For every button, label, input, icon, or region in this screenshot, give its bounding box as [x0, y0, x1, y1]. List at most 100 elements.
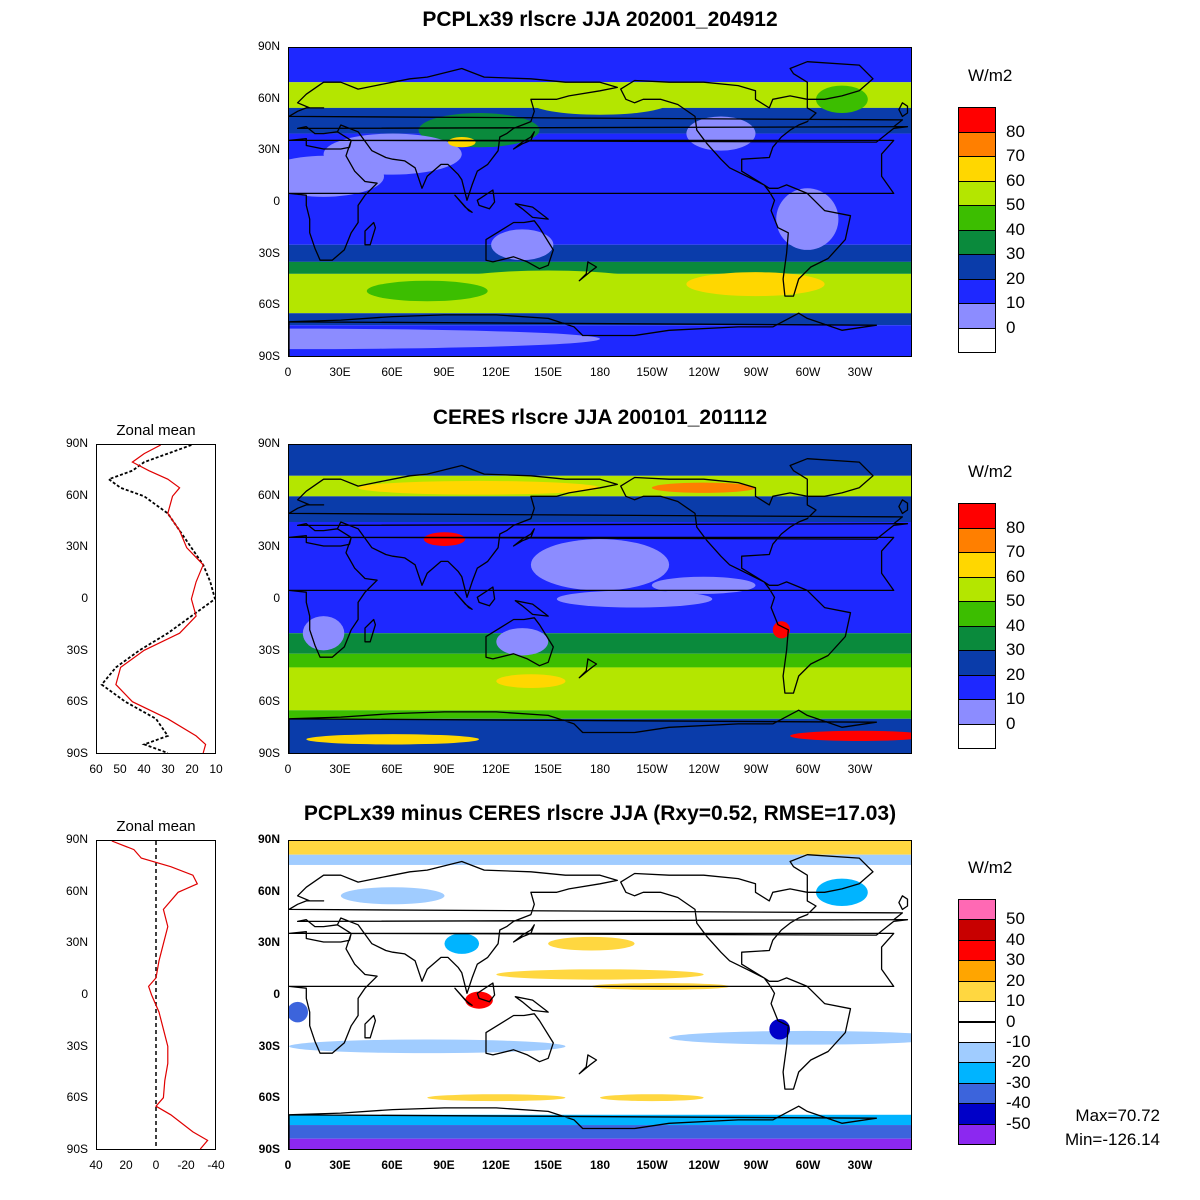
zonal-lat-tick-label: 60S [66, 1090, 88, 1105]
lon-tick-label: 150W [636, 365, 668, 379]
lat-tick-label: 90S [258, 746, 280, 760]
zonal-lat-tick-label: 30N [65, 539, 88, 554]
colorbar-swatch [958, 576, 996, 602]
lon-tick-label: 150W [636, 762, 668, 776]
colorbar-label: 10 [1006, 991, 1025, 1011]
zonal-x-tick-label: 40 [137, 762, 151, 776]
panel2-field [289, 445, 911, 753]
panel2-unit: W/m2 [968, 462, 1013, 481]
lon-tick-label: 60W [795, 762, 821, 776]
panel2-title: CERES rlscre JJA 200101_201112 [432, 406, 768, 429]
colorbar-label: -50 [1006, 1113, 1031, 1133]
zonal-x-tick-label: -40 [207, 1158, 225, 1172]
colorbar-label: 40 [1006, 929, 1025, 949]
colorbar-label: 0 [1006, 317, 1016, 337]
colorbar-swatch [958, 1082, 996, 1105]
colorbar-swatch [958, 723, 996, 749]
lon-tick-label: 120W [688, 1158, 720, 1172]
colorbar-swatch [958, 205, 996, 231]
lon-tick-label: 90W [743, 762, 769, 776]
zonal-lat-tick-label: 60S [66, 694, 88, 709]
colorbar-label: 60 [1006, 566, 1025, 586]
lat-tick-label: 30N [257, 935, 280, 950]
lon-tick-label: 90W [743, 365, 769, 379]
lat-tick-label: 0 [273, 987, 280, 1001]
lat-tick-label: 60S [258, 1090, 280, 1105]
colorbar-swatch [958, 278, 996, 304]
colorbar-label: 10 [1006, 689, 1025, 708]
zonal-lat-tick-label: 30N [65, 935, 88, 950]
colorbar-label: 10 [1006, 293, 1025, 312]
panel3-map [288, 840, 912, 1150]
colorbar-swatch [958, 1001, 996, 1023]
lat-tick-label: 60S [258, 694, 280, 709]
lon-tick-label: 60E [381, 365, 403, 379]
lon-tick-label: 0 [284, 762, 292, 776]
colorbar-swatch [958, 980, 996, 1003]
colorbar-swatch [958, 327, 996, 353]
colorbar-label: 80 [1006, 121, 1025, 141]
colorbar-swatch [958, 1103, 996, 1125]
zonal-lat-tick-label: 60N [65, 883, 88, 898]
colorbar-label: -30 [1006, 1072, 1031, 1092]
lon-tick-label: 120E [481, 365, 511, 379]
lon-tick-label: 90E [433, 365, 455, 379]
colorbar-swatch [958, 254, 996, 280]
colorbar-label: 50 [1006, 195, 1025, 214]
panel3-unit: W/m2 [968, 858, 1013, 877]
lon-tick-label: 60W [795, 365, 821, 379]
lon-tick-label: 30E [329, 365, 351, 379]
lon-tick-label: 150W [636, 1158, 668, 1172]
zonal-x-tick-label: 20 [185, 762, 199, 776]
panel3-field [289, 841, 911, 1149]
colorbar-label: 20 [1006, 664, 1025, 684]
panel1-title: PCPLx39 rlscre JJA 202001_204912 [422, 8, 778, 31]
lon-tick-label: 30W [847, 365, 873, 379]
panel2-zonal-title: Zonal mean [116, 422, 196, 439]
colorbar-swatch [958, 650, 996, 676]
lat-tick-label: 0 [273, 194, 280, 208]
lon-tick-label: 150E [533, 365, 563, 379]
colorbar-label: 50 [1006, 591, 1025, 610]
lon-tick-label: 90W [743, 1158, 769, 1172]
colorbar-swatch [958, 939, 996, 962]
lon-tick-label: 0 [284, 365, 292, 379]
zonal-lat-tick-label: 90N [65, 832, 88, 846]
colorbar-swatch [958, 625, 996, 651]
lat-tick-label: 90S [258, 349, 280, 363]
zonal-lat-tick-label: 30S [66, 1038, 88, 1053]
lat-tick-label: 30N [257, 142, 280, 157]
panel3-title: PCPLx39 minus CERES rlscre JJA (Rxy=0.52… [303, 802, 897, 825]
lon-tick-label: 120W [688, 365, 720, 379]
colorbar-label: 20 [1006, 268, 1025, 288]
max-stat: Max=70.72 [1075, 1106, 1160, 1125]
zonal-x-tick-label: -20 [177, 1158, 195, 1172]
colorbar-label: 70 [1006, 146, 1025, 165]
lon-tick-label: 120E [481, 762, 511, 776]
colorbar-swatch [958, 180, 996, 206]
colorbar-label: -20 [1006, 1052, 1031, 1072]
lat-tick-label: 60S [258, 297, 280, 312]
min-stat: Min=-126.14 [1065, 1130, 1160, 1149]
lon-tick-label: 30W [847, 1158, 873, 1172]
zonal-x-tick-label: 60 [89, 762, 103, 776]
panel1-map [288, 47, 912, 357]
lon-tick-label: 180 [589, 762, 611, 776]
colorbar-label: 30 [1006, 950, 1025, 970]
panel2-zonal-mean-plot [96, 444, 216, 754]
lat-tick-label: 90S [258, 1142, 280, 1156]
zonal-x-tick-label: 0 [152, 1158, 160, 1172]
colorbar-swatch [958, 1021, 996, 1043]
lat-tick-label: 60N [257, 487, 280, 502]
colorbar-label: 50 [1006, 909, 1025, 929]
lon-tick-label: 90E [433, 1158, 455, 1172]
colorbar-label: 80 [1006, 517, 1025, 537]
lon-tick-label: 30E [329, 762, 351, 776]
zonal-lat-tick-label: 90N [65, 436, 88, 450]
lon-tick-label: 180 [589, 365, 611, 379]
lon-tick-label: 180 [589, 1158, 611, 1172]
panel1-field [289, 48, 911, 356]
colorbar-swatch [958, 960, 996, 982]
lat-tick-label: 60N [257, 883, 280, 898]
colorbar-swatch [958, 1062, 996, 1084]
